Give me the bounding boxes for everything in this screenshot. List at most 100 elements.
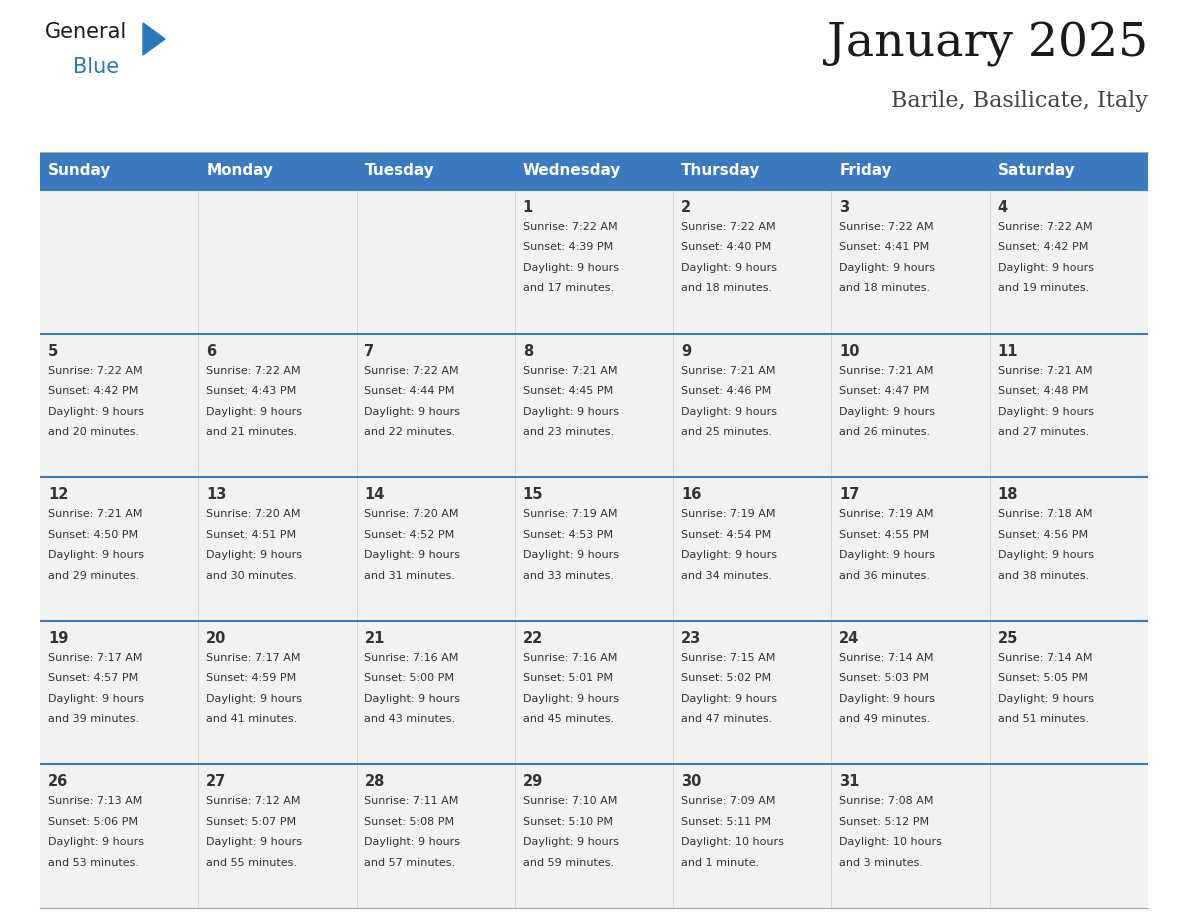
- Bar: [514, 152, 674, 190]
- Text: Sunrise: 7:13 AM: Sunrise: 7:13 AM: [48, 797, 143, 806]
- Text: Daylight: 9 hours: Daylight: 9 hours: [998, 694, 1094, 704]
- Text: and 43 minutes.: and 43 minutes.: [365, 714, 456, 724]
- Text: and 31 minutes.: and 31 minutes.: [365, 571, 455, 581]
- Text: 13: 13: [207, 487, 227, 502]
- Text: Sunset: 5:07 PM: Sunset: 5:07 PM: [207, 817, 296, 827]
- Text: Sunset: 5:03 PM: Sunset: 5:03 PM: [840, 673, 929, 683]
- Bar: [40, 765, 198, 908]
- Text: 31: 31: [840, 775, 860, 789]
- Text: and 30 minutes.: and 30 minutes.: [207, 571, 297, 581]
- Text: Thursday: Thursday: [681, 163, 760, 178]
- Text: and 27 minutes.: and 27 minutes.: [998, 427, 1089, 437]
- Bar: [990, 765, 1148, 908]
- Text: Sunset: 4:54 PM: Sunset: 4:54 PM: [681, 530, 771, 540]
- Text: Sunset: 5:10 PM: Sunset: 5:10 PM: [523, 817, 613, 827]
- Text: Sunrise: 7:21 AM: Sunrise: 7:21 AM: [48, 509, 143, 520]
- Bar: [514, 333, 674, 477]
- Text: Daylight: 10 hours: Daylight: 10 hours: [840, 837, 942, 847]
- Text: Sunrise: 7:14 AM: Sunrise: 7:14 AM: [840, 653, 934, 663]
- Bar: [514, 477, 674, 621]
- Text: Blue: Blue: [72, 57, 119, 77]
- Text: and 45 minutes.: and 45 minutes.: [523, 714, 614, 724]
- Text: Sunrise: 7:21 AM: Sunrise: 7:21 AM: [840, 365, 934, 375]
- Text: Monday: Monday: [207, 163, 273, 178]
- Bar: [356, 621, 514, 765]
- Text: Tuesday: Tuesday: [365, 163, 435, 178]
- Text: Sunset: 4:41 PM: Sunset: 4:41 PM: [840, 242, 929, 252]
- Text: 6: 6: [207, 343, 216, 359]
- Text: 16: 16: [681, 487, 701, 502]
- Text: 5: 5: [48, 343, 58, 359]
- Text: Sunrise: 7:22 AM: Sunrise: 7:22 AM: [681, 222, 776, 232]
- Text: Sunset: 5:08 PM: Sunset: 5:08 PM: [365, 817, 455, 827]
- Bar: [514, 765, 674, 908]
- Text: 1: 1: [523, 200, 533, 215]
- Bar: [356, 477, 514, 621]
- Bar: [990, 621, 1148, 765]
- Text: and 29 minutes.: and 29 minutes.: [48, 571, 139, 581]
- Text: Daylight: 9 hours: Daylight: 9 hours: [207, 694, 302, 704]
- Text: and 39 minutes.: and 39 minutes.: [48, 714, 139, 724]
- Text: Daylight: 9 hours: Daylight: 9 hours: [840, 694, 935, 704]
- Bar: [832, 152, 990, 190]
- Text: Daylight: 9 hours: Daylight: 9 hours: [840, 407, 935, 417]
- Text: 29: 29: [523, 775, 543, 789]
- Text: and 22 minutes.: and 22 minutes.: [365, 427, 456, 437]
- Text: Sunset: 5:05 PM: Sunset: 5:05 PM: [998, 673, 1088, 683]
- Text: Daylight: 9 hours: Daylight: 9 hours: [365, 694, 461, 704]
- Text: Sunrise: 7:15 AM: Sunrise: 7:15 AM: [681, 653, 776, 663]
- Bar: [356, 152, 514, 190]
- Text: Sunset: 4:44 PM: Sunset: 4:44 PM: [365, 386, 455, 396]
- Bar: [832, 190, 990, 333]
- Text: and 51 minutes.: and 51 minutes.: [998, 714, 1088, 724]
- Text: Sunrise: 7:08 AM: Sunrise: 7:08 AM: [840, 797, 934, 806]
- Text: and 59 minutes.: and 59 minutes.: [523, 858, 614, 868]
- Text: and 55 minutes.: and 55 minutes.: [207, 858, 297, 868]
- Text: 17: 17: [840, 487, 860, 502]
- Text: Sunrise: 7:22 AM: Sunrise: 7:22 AM: [840, 222, 934, 232]
- Text: Daylight: 9 hours: Daylight: 9 hours: [365, 407, 461, 417]
- Text: Sunrise: 7:20 AM: Sunrise: 7:20 AM: [365, 509, 459, 520]
- Text: and 41 minutes.: and 41 minutes.: [207, 714, 297, 724]
- Text: Daylight: 9 hours: Daylight: 9 hours: [207, 550, 302, 560]
- Text: Daylight: 9 hours: Daylight: 9 hours: [840, 550, 935, 560]
- Text: and 53 minutes.: and 53 minutes.: [48, 858, 139, 868]
- Text: Sunrise: 7:21 AM: Sunrise: 7:21 AM: [998, 365, 1092, 375]
- Text: Sunrise: 7:22 AM: Sunrise: 7:22 AM: [365, 365, 459, 375]
- Text: Sunrise: 7:19 AM: Sunrise: 7:19 AM: [523, 509, 618, 520]
- Text: 10: 10: [840, 343, 860, 359]
- Text: Sunset: 4:52 PM: Sunset: 4:52 PM: [365, 530, 455, 540]
- Text: Sunrise: 7:22 AM: Sunrise: 7:22 AM: [523, 222, 618, 232]
- Text: Sunset: 4:43 PM: Sunset: 4:43 PM: [207, 386, 297, 396]
- Text: and 3 minutes.: and 3 minutes.: [840, 858, 923, 868]
- Bar: [198, 621, 356, 765]
- Text: Daylight: 9 hours: Daylight: 9 hours: [207, 837, 302, 847]
- Text: 3: 3: [840, 200, 849, 215]
- Text: Daylight: 9 hours: Daylight: 9 hours: [48, 550, 144, 560]
- Text: Sunset: 4:48 PM: Sunset: 4:48 PM: [998, 386, 1088, 396]
- Bar: [198, 152, 356, 190]
- Bar: [40, 333, 198, 477]
- Text: 4: 4: [998, 200, 1007, 215]
- Text: Sunset: 4:50 PM: Sunset: 4:50 PM: [48, 530, 138, 540]
- Text: and 25 minutes.: and 25 minutes.: [681, 427, 772, 437]
- Text: Daylight: 9 hours: Daylight: 9 hours: [365, 550, 461, 560]
- Text: Daylight: 9 hours: Daylight: 9 hours: [523, 837, 619, 847]
- Text: General: General: [45, 22, 127, 42]
- Bar: [40, 621, 198, 765]
- Bar: [990, 152, 1148, 190]
- Text: Sunset: 5:12 PM: Sunset: 5:12 PM: [840, 817, 929, 827]
- Text: Sunrise: 7:22 AM: Sunrise: 7:22 AM: [48, 365, 143, 375]
- Text: and 17 minutes.: and 17 minutes.: [523, 284, 614, 294]
- Text: Sunrise: 7:19 AM: Sunrise: 7:19 AM: [681, 509, 776, 520]
- Text: Sunset: 4:57 PM: Sunset: 4:57 PM: [48, 673, 138, 683]
- Bar: [514, 621, 674, 765]
- Text: Sunset: 4:55 PM: Sunset: 4:55 PM: [840, 530, 929, 540]
- Text: Sunset: 4:40 PM: Sunset: 4:40 PM: [681, 242, 771, 252]
- Text: Sunset: 4:53 PM: Sunset: 4:53 PM: [523, 530, 613, 540]
- Text: Sunrise: 7:21 AM: Sunrise: 7:21 AM: [523, 365, 618, 375]
- Text: Sunset: 4:45 PM: Sunset: 4:45 PM: [523, 386, 613, 396]
- Text: Daylight: 9 hours: Daylight: 9 hours: [523, 407, 619, 417]
- Text: Sunrise: 7:16 AM: Sunrise: 7:16 AM: [523, 653, 617, 663]
- Text: 9: 9: [681, 343, 691, 359]
